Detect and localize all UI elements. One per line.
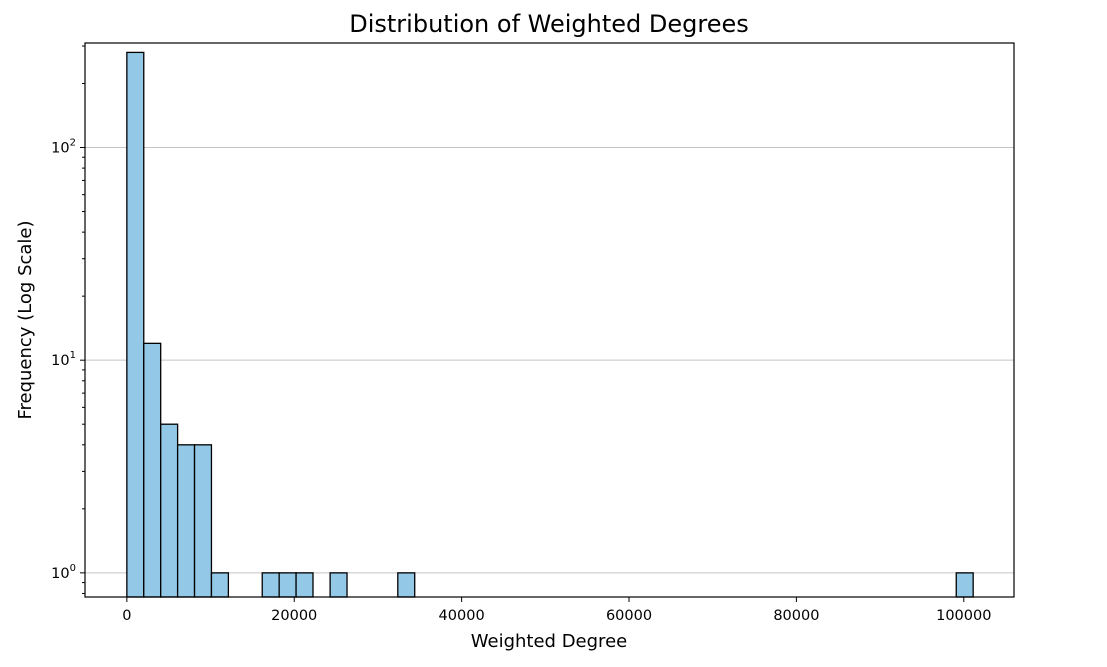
histogram-bar-0 — [126, 51, 145, 598]
histogram-bar-2 — [160, 423, 179, 598]
histogram-bar-11 — [955, 572, 974, 598]
x-tick-label-4: 80000 — [773, 608, 819, 624]
y-axis-label: Frequency (Log Scale) — [15, 220, 36, 419]
histogram-bar-1 — [143, 342, 162, 598]
x-tick-label-5: 100000 — [936, 608, 991, 624]
x-tick-label-0: 0 — [122, 608, 131, 624]
histogram-bar-6 — [261, 572, 280, 598]
grid-layer — [85, 147, 1014, 574]
x-tick-label-1: 20000 — [271, 608, 317, 624]
y-tick-label-2: 102 — [51, 138, 76, 157]
y-tick-label-1: 101 — [51, 350, 76, 369]
x-axis-label: Weighted Degree — [471, 631, 627, 652]
histogram-bar-8 — [295, 572, 314, 598]
x-axis: 0 20000 40000 60000 80000 100000 — [122, 597, 991, 624]
chart-title: Distribution of Weighted Degrees — [349, 10, 749, 38]
y-axis: 100 101 102 — [51, 45, 85, 594]
histogram-bar-3 — [176, 444, 196, 598]
bars-layer — [126, 51, 974, 598]
histogram-bar-5 — [210, 572, 230, 598]
x-tick-label-3: 60000 — [606, 608, 652, 624]
histogram-bar-9 — [329, 572, 348, 598]
histogram-bar-4 — [193, 444, 213, 598]
x-tick-label-2: 40000 — [439, 608, 485, 624]
histogram-bar-10 — [397, 572, 416, 598]
histogram-bar-7 — [278, 572, 297, 598]
y-tick-label-0: 100 — [51, 563, 76, 582]
plot-frame — [84, 42, 1015, 598]
